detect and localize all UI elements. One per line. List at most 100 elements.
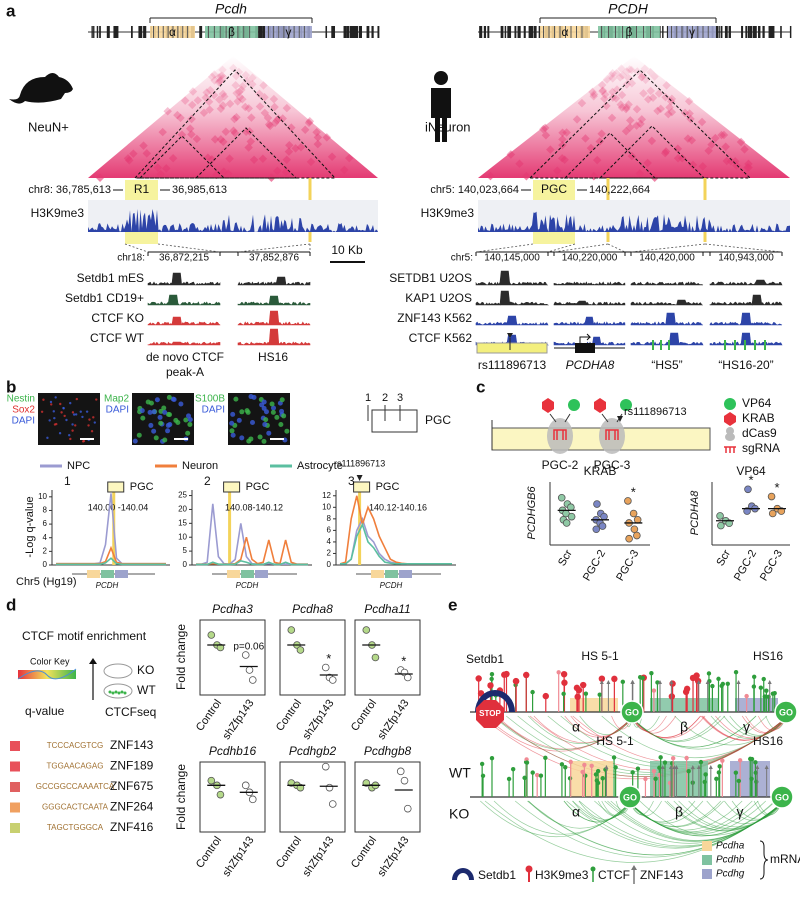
lollipop bbox=[531, 770, 535, 774]
legend-label: NPC bbox=[67, 460, 90, 472]
exon bbox=[662, 26, 663, 38]
chip-track bbox=[554, 301, 625, 305]
motif-name: ZNF189 bbox=[110, 759, 154, 773]
legend-swatch bbox=[725, 433, 735, 441]
chip-track bbox=[710, 313, 782, 325]
hs-mark bbox=[724, 340, 726, 350]
cell bbox=[250, 420, 255, 425]
lollipop bbox=[584, 691, 588, 695]
cell bbox=[229, 421, 234, 426]
exon bbox=[153, 26, 154, 38]
dot bbox=[208, 632, 215, 639]
y-tick-label: 0 bbox=[183, 560, 188, 569]
hs-mark bbox=[668, 340, 670, 350]
dot bbox=[717, 513, 724, 520]
chip-track bbox=[148, 295, 220, 305]
mouse-icon bbox=[9, 73, 73, 104]
cell bbox=[230, 412, 235, 417]
exon bbox=[729, 26, 731, 38]
dot bbox=[717, 522, 724, 529]
pgc-marker bbox=[228, 490, 231, 565]
exon bbox=[331, 26, 333, 38]
motif-logo: GCCGGCCAAAATCA bbox=[36, 782, 115, 791]
exon bbox=[140, 26, 142, 38]
plot-title: Pcdhgb2 bbox=[289, 744, 337, 758]
label: PGC bbox=[425, 413, 451, 427]
lollipop bbox=[539, 774, 543, 778]
cell bbox=[133, 439, 138, 444]
legend-swatch bbox=[526, 866, 533, 873]
cell bbox=[148, 410, 153, 415]
cluster-label: α bbox=[169, 25, 176, 39]
cell bbox=[245, 408, 250, 413]
exon bbox=[260, 26, 261, 38]
label: H3K9me3 bbox=[535, 868, 589, 882]
label: CTCF WT bbox=[90, 331, 145, 345]
dot bbox=[568, 513, 575, 520]
locus-label: PCDH bbox=[236, 581, 259, 590]
y-tick-label: 8 bbox=[327, 514, 332, 523]
lollipop bbox=[594, 772, 598, 776]
lollipop bbox=[749, 777, 753, 781]
arrowhead bbox=[768, 680, 772, 684]
exon bbox=[708, 26, 709, 38]
cell bbox=[137, 433, 142, 438]
stain-label: Map2 bbox=[104, 394, 129, 405]
lollipop bbox=[636, 767, 640, 771]
chip-track bbox=[476, 316, 548, 325]
lollipop bbox=[750, 757, 754, 761]
label: “HS5” bbox=[651, 358, 682, 372]
panel-label: c bbox=[476, 377, 485, 396]
lollipop bbox=[543, 756, 547, 760]
exon bbox=[479, 26, 482, 38]
label: 3 bbox=[397, 392, 403, 404]
label: q-value bbox=[25, 704, 65, 718]
lollipop bbox=[630, 770, 634, 774]
lollipop bbox=[490, 756, 494, 760]
condition-label: WT bbox=[449, 765, 471, 781]
legend-label: dCas9 bbox=[742, 426, 777, 440]
dot bbox=[601, 513, 608, 520]
exon bbox=[754, 26, 757, 38]
lollipop bbox=[621, 680, 625, 684]
lollipop bbox=[556, 670, 560, 674]
exon bbox=[214, 26, 215, 38]
lollipop bbox=[720, 758, 724, 762]
motif-logo: GGGCACTCAATA bbox=[42, 803, 109, 812]
motif-swatch bbox=[10, 823, 20, 833]
cell bbox=[178, 401, 183, 406]
stain-label: DAPI bbox=[12, 416, 35, 427]
label: KO bbox=[137, 663, 154, 677]
cell bbox=[284, 429, 289, 434]
hs-mark bbox=[660, 340, 662, 350]
cell bbox=[229, 428, 234, 433]
dot bbox=[594, 501, 601, 508]
cell bbox=[266, 431, 271, 436]
annotation: * bbox=[401, 653, 406, 668]
cell bbox=[258, 434, 263, 439]
cell bbox=[261, 439, 266, 444]
locus-label: PCDH bbox=[380, 581, 403, 590]
dot bbox=[631, 526, 638, 533]
cell bbox=[158, 415, 163, 420]
stain-label: S100B bbox=[195, 394, 225, 405]
lollipop bbox=[663, 760, 667, 764]
label: rs111896713 bbox=[334, 458, 385, 468]
lollipop bbox=[568, 776, 572, 780]
pgc-box bbox=[224, 482, 240, 492]
plot-title: Pcdha3 bbox=[212, 602, 253, 616]
exon bbox=[741, 26, 743, 38]
cluster-label: α bbox=[572, 804, 580, 820]
label: PGC bbox=[130, 481, 154, 493]
brain-ko bbox=[104, 664, 132, 678]
cell bbox=[63, 415, 65, 417]
label: 140,943,000 bbox=[718, 253, 774, 264]
brain-wt bbox=[104, 684, 132, 698]
lollipop bbox=[671, 756, 675, 760]
cell bbox=[76, 398, 78, 400]
label: ZNF143 K562 bbox=[397, 311, 472, 325]
line-series bbox=[340, 519, 452, 564]
cell bbox=[50, 401, 52, 403]
label: PCDHA8 bbox=[566, 358, 615, 372]
exon bbox=[650, 26, 651, 38]
